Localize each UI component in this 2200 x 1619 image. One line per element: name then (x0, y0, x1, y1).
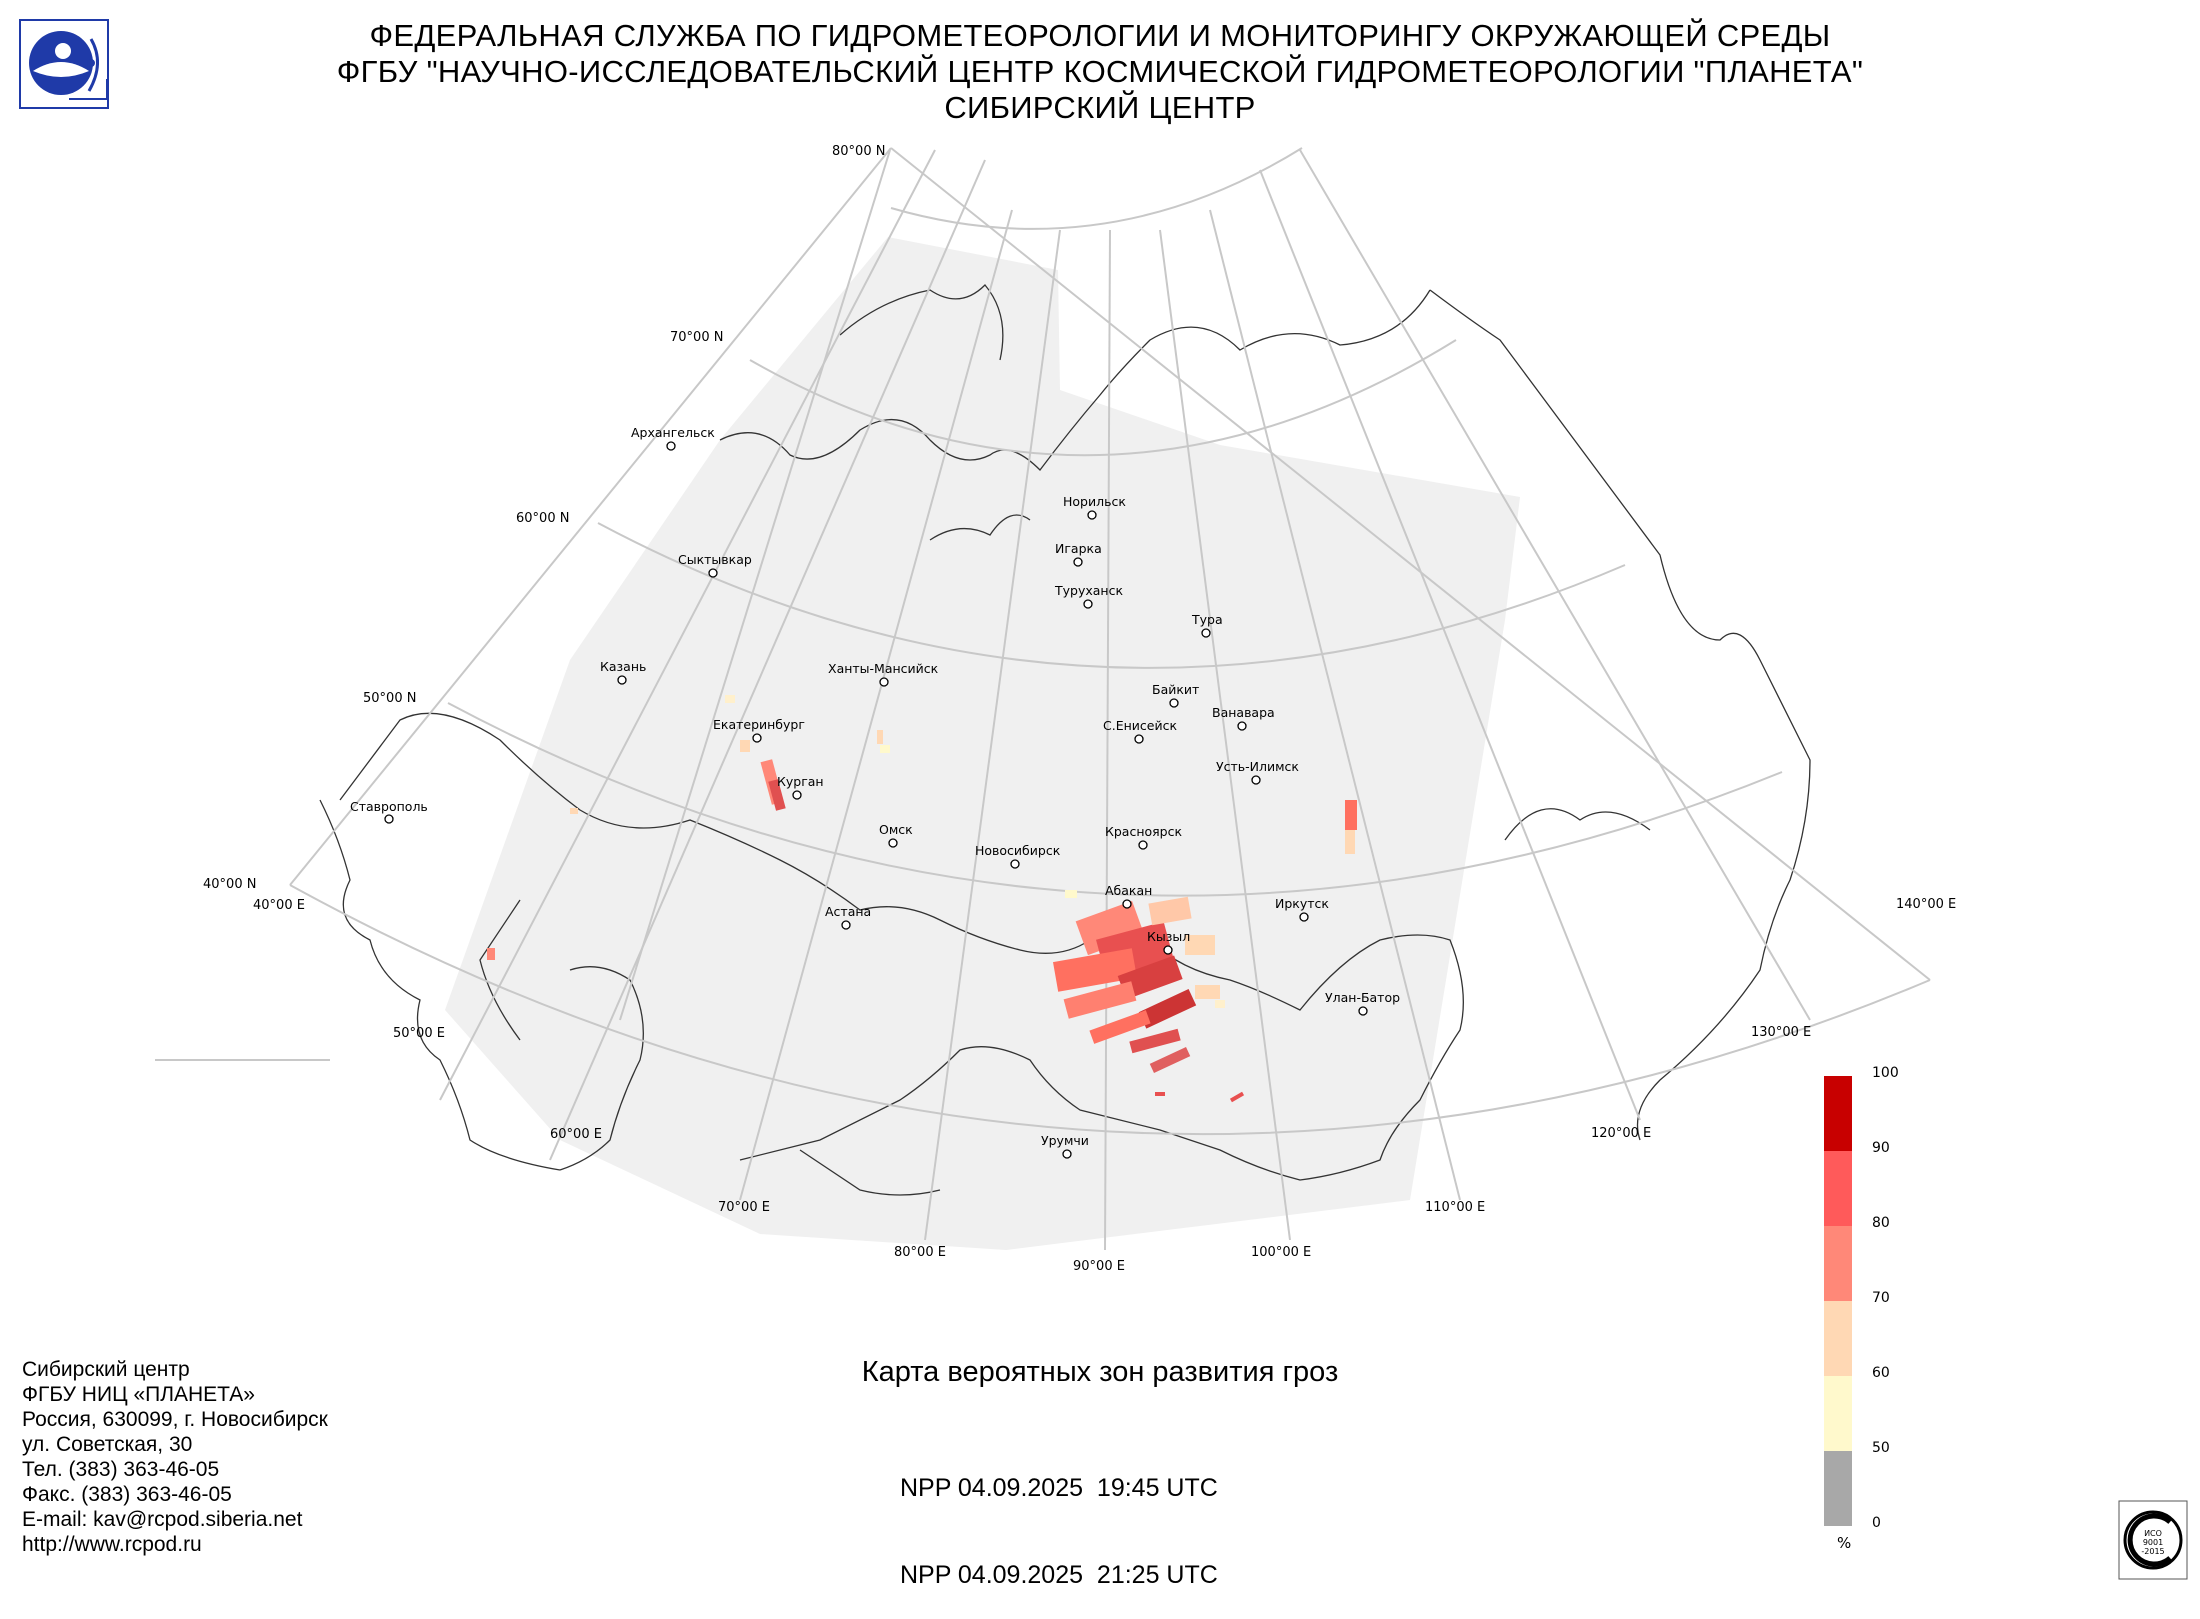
city-baykit: Байкит (1152, 682, 1199, 697)
header-line-2: ФГБУ "НАУЧНО-ИССЛЕДОВАТЕЛЬСКИЙ ЦЕНТР КОС… (336, 54, 1864, 89)
city-markers (384, 441, 1368, 1159)
lat-label-40n: 40°00 N (203, 877, 256, 892)
legend-swatch-90-100 (1824, 1076, 1852, 1151)
legend-swatch-70-80 (1824, 1226, 1852, 1301)
website-link[interactable]: http://www.rcpod.ru (22, 1533, 202, 1556)
city-ust-ilimsk: Усть-Илимск (1216, 759, 1299, 774)
lat-label-50n: 50°00 N (363, 691, 416, 706)
lat-label-70n: 70°00 N (670, 330, 723, 345)
address-line: Россия, 630099, г. Новосибирск (22, 1408, 328, 1431)
pass-line: NPP 04.09.2025 19:45 UTC (900, 1474, 1218, 1502)
legend-tick: 90 (1872, 1140, 1890, 1156)
contact-address: Сибирский центр ФГБУ НИЦ «ПЛАНЕТА» Росси… (22, 1357, 328, 1557)
legend-tick: 50 (1872, 1440, 1890, 1456)
iso-text: 9001 (2143, 1538, 2163, 1547)
fax-line: Факс. (383) 363-46-05 (22, 1483, 232, 1506)
address-line: ул. Советская, 30 (22, 1433, 193, 1456)
planeta-logo (19, 19, 109, 109)
city-tura: Тура (1191, 612, 1223, 627)
city-stavropol: Ставрополь (350, 799, 428, 814)
lon-label-70e: 70°00 E (718, 1200, 770, 1215)
city-ulaanbaatar: Улан-Батор (1325, 990, 1400, 1005)
phone-line: Тел. (383) 363-46-05 (22, 1458, 220, 1481)
lat-label-80n: 80°00 N (832, 144, 885, 159)
legend-colorbar (1824, 1076, 1852, 1526)
lon-label-90e: 90°00 E (1073, 1259, 1125, 1274)
lon-label-60e: 60°00 E (550, 1127, 602, 1142)
city-kurgan: Курган (777, 774, 824, 789)
satellite-passes: NPP 04.09.2025 19:45 UTC NPP 04.09.2025 … (900, 1416, 1218, 1619)
lon-label-100e: 100°00 E (1251, 1245, 1311, 1260)
lon-label-130e: 130°00 E (1751, 1025, 1811, 1040)
city-irkutsk: Иркутск (1275, 896, 1329, 911)
legend-tick: 80 (1872, 1215, 1890, 1231)
pass-line: NPP 04.09.2025 21:25 UTC (900, 1561, 1218, 1589)
legend-swatch-0-50 (1824, 1451, 1852, 1526)
city-s-yeniseysk: С.Енисейск (1103, 718, 1177, 733)
coastlines (319, 284, 1811, 1196)
legend-tick: 70 (1872, 1290, 1890, 1306)
lon-label-110e: 110°00 E (1425, 1200, 1485, 1215)
legend-swatch-80-90 (1824, 1151, 1852, 1226)
city-urumqi: Урумчи (1041, 1133, 1089, 1148)
header: ФЕДЕРАЛЬНАЯ СЛУЖБА ПО ГИДРОМЕТЕОРОЛОГИИ … (0, 18, 2200, 126)
legend-swatch-60-70 (1824, 1301, 1852, 1376)
city-krasnoyarsk: Красноярск (1105, 824, 1182, 839)
legend-tick: 60 (1872, 1365, 1890, 1381)
lat-label-60n: 60°00 N (516, 511, 569, 526)
longitude-lines (289, 147, 1931, 1251)
city-igarka: Игарка (1055, 541, 1102, 556)
iso-text: ИСО (2144, 1529, 2162, 1538)
city-arkhangelsk: Архангельск (631, 425, 715, 440)
city-syktyvkar: Сыктывкар (678, 552, 752, 567)
legend-swatch-50-60 (1824, 1376, 1852, 1451)
iso-text: -2015 (2141, 1547, 2164, 1556)
iso-certification-badge: ИСО 9001 -2015 (2118, 1500, 2188, 1580)
city-abakan: Абакан (1105, 883, 1152, 898)
thunderstorm-zones (487, 695, 1357, 1103)
city-yekaterinburg: Екатеринбург (713, 717, 805, 732)
city-omsk: Омск (879, 822, 913, 837)
coverage-swath (445, 237, 1520, 1250)
address-line: Сибирский центр (22, 1358, 190, 1381)
city-turukhansk: Туруханск (1054, 583, 1123, 598)
header-line-3: СИБИРСКИЙ ЦЕНТР (944, 90, 1256, 125)
lon-label-50e: 50°00 E (393, 1026, 445, 1041)
lon-label-80e: 80°00 E (894, 1245, 946, 1260)
address-line: ФГБУ НИЦ «ПЛАНЕТА» (22, 1383, 255, 1406)
city-vanavara: Ванавара (1212, 705, 1275, 720)
header-line-1: ФЕДЕРАЛЬНАЯ СЛУЖБА ПО ГИДРОМЕТЕОРОЛОГИИ … (369, 18, 1831, 53)
lon-label-40e: 40°00 E (253, 898, 305, 913)
lon-label-140e: 140°00 E (1896, 897, 1956, 912)
legend-unit: % (1837, 1534, 1852, 1552)
city-norilsk: Норильск (1063, 494, 1126, 509)
legend-tick: 0 (1872, 1515, 1881, 1531)
city-astana: Астана (825, 904, 871, 919)
city-khanty-mansiysk: Ханты-Мансийск (828, 661, 939, 676)
map-title: Карта вероятных зон развития гроз (861, 1356, 1339, 1388)
city-kyzyl: Кызыл (1147, 929, 1190, 944)
city-kazan: Казань (600, 659, 646, 674)
legend-tick: 100 (1872, 1065, 1899, 1081)
email-line: E-mail: kav@rcpod.siberia.net (22, 1508, 303, 1531)
city-novosibirsk: Новосибирск (975, 843, 1061, 858)
lon-label-120e: 120°00 E (1591, 1126, 1651, 1141)
